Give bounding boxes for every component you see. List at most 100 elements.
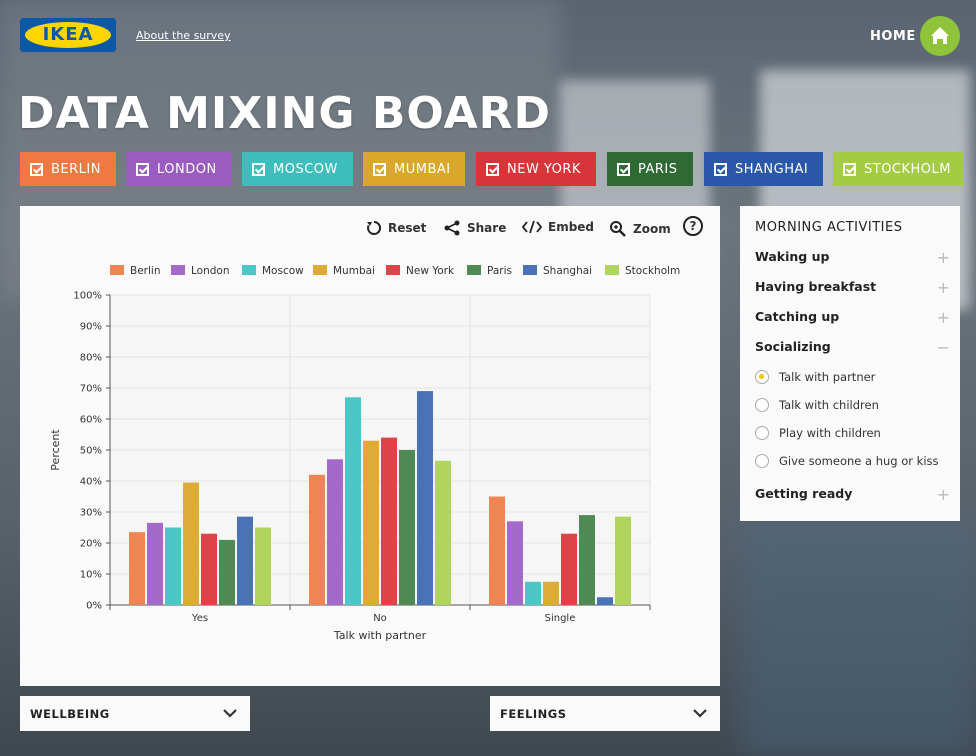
embed-button[interactable]: Embed: [522, 220, 594, 234]
city-label: LONDON: [157, 161, 217, 177]
city-label: MUMBAI: [394, 161, 451, 177]
dropdown-label: WELLBEING: [30, 706, 110, 721]
legend-label: Shanghai: [543, 265, 592, 277]
bar-moscow: [525, 581, 541, 605]
city-label: PARIS: [638, 161, 678, 177]
embed-label: Embed: [548, 220, 595, 234]
city-label: MOSCOW: [273, 161, 338, 177]
city-toggle-stockholm[interactable]: STOCKHOLM: [833, 152, 964, 186]
bar-berlin: [489, 496, 505, 605]
legend-label: Berlin: [130, 265, 160, 277]
radio-selected-icon: [755, 370, 769, 384]
checkbox-checked-icon: [136, 162, 149, 176]
city-toggle-paris[interactable]: PARIS: [607, 152, 693, 186]
y-tick-label: 0%: [86, 601, 102, 612]
sidebar-item-catching-up[interactable]: Catching up +: [755, 308, 950, 327]
chart-panel: 0% 10% 20% 30% 40% 50% 60% 70% 80% 90% 100% Yes No Si…: [20, 206, 720, 686]
checkbox-checked-icon: [843, 162, 856, 176]
legend-swatch: [523, 265, 537, 275]
y-tick-label: 60%: [80, 415, 102, 426]
sidebar-title: MORNING ACTIVITIES: [755, 220, 903, 235]
bar-shanghai: [237, 516, 253, 605]
bar-paris: [219, 539, 235, 605]
wellbeing-dropdown[interactable]: WELLBEING: [20, 696, 250, 731]
city-toggle-berlin[interactable]: BERLIN: [20, 152, 116, 186]
sidebar-item-having-breakfast[interactable]: Having breakfast +: [755, 278, 950, 297]
x-axis-title: Talk with partner: [333, 629, 427, 642]
embed-icon: [522, 220, 542, 234]
y-tick-label: 80%: [80, 353, 102, 364]
home-icon: [931, 27, 949, 44]
radio-icon: [755, 454, 769, 468]
checkbox-checked-icon: [30, 162, 43, 176]
y-tick-label: 10%: [80, 570, 102, 581]
legend-label: Stockholm: [625, 265, 680, 277]
sidebar-item-socializing[interactable]: Socializing −: [755, 338, 950, 357]
activities-sidebar: MORNING ACTIVITIES Waking up + Having br…: [740, 206, 960, 521]
dropdown-label: FEELINGS: [500, 706, 567, 721]
legend-swatch: [171, 265, 185, 275]
sidebar-item-getting-ready[interactable]: Getting ready +: [755, 485, 950, 504]
option-talk-with-partner[interactable]: Talk with partner: [755, 370, 875, 384]
city-toggle-london[interactable]: LONDON: [126, 152, 232, 186]
sidebar-item-label: Socializing: [755, 339, 831, 354]
sidebar-item-label: Having breakfast: [755, 279, 877, 294]
city-label: SHANGHAI: [735, 161, 809, 177]
logo-text: IKEA: [42, 24, 94, 45]
checkbox-checked-icon: [486, 162, 499, 176]
share-button[interactable]: Share: [443, 220, 506, 236]
x-tick-label: Yes: [191, 613, 208, 624]
ikea-logo[interactable]: IKEA: [20, 18, 116, 52]
bar-mumbai: [183, 482, 199, 605]
city-toggle-mumbai[interactable]: MUMBAI: [363, 152, 465, 186]
legend-swatch: [313, 265, 327, 275]
bar-berlin: [129, 532, 145, 605]
y-tick-label: 30%: [80, 508, 102, 519]
bar-moscow: [345, 397, 361, 605]
bar-paris: [579, 515, 595, 605]
sidebar-item-waking-up[interactable]: Waking up +: [755, 248, 950, 267]
bar-london: [507, 521, 523, 605]
city-label: NEW YORK: [507, 161, 581, 177]
zoom-label: Zoom: [633, 222, 671, 236]
sidebar-item-label: Catching up: [755, 309, 840, 324]
chevron-down-icon: [223, 709, 237, 718]
collapse-icon: −: [936, 338, 950, 357]
help-icon: ?: [683, 216, 703, 236]
bar-stockholm: [255, 527, 271, 605]
about-survey-link[interactable]: About the survey: [136, 29, 231, 42]
bar-shanghai: [597, 597, 613, 605]
legend-label: New York: [406, 265, 455, 277]
page-title: DATA MIXING BOARD: [18, 88, 552, 139]
home-button[interactable]: [920, 16, 960, 56]
option-label: Talk with partner: [779, 370, 876, 384]
legend-label: Paris: [487, 265, 512, 277]
home-label[interactable]: HOME: [870, 29, 916, 44]
city-toggle-moscow[interactable]: MOSCOW: [242, 152, 353, 186]
legend-swatch: [467, 265, 481, 275]
bar-london: [327, 459, 343, 605]
option-talk-with-children[interactable]: Talk with children: [755, 398, 879, 412]
bar-new-york: [561, 533, 577, 605]
sidebar-item-label: Waking up: [755, 249, 830, 264]
help-button[interactable]: ?: [683, 216, 703, 236]
y-tick-label: 20%: [80, 539, 102, 550]
city-toggle-new-york[interactable]: NEW YORK: [476, 152, 596, 186]
option-play-with-children[interactable]: Play with children: [755, 426, 881, 440]
feelings-dropdown[interactable]: FEELINGS: [490, 696, 720, 731]
city-toggle-shanghai[interactable]: SHANGHAI: [704, 152, 823, 186]
checkbox-checked-icon: [373, 162, 386, 176]
reset-button[interactable]: Reset: [366, 220, 426, 236]
option-hug-or-kiss[interactable]: Give someone a hug or kiss: [755, 454, 939, 468]
sidebar-item-label: Getting ready: [755, 486, 853, 501]
bar-stockholm: [435, 460, 451, 605]
legend-swatch: [110, 265, 124, 275]
zoom-button[interactable]: Zoom: [609, 220, 671, 238]
bar-chart: 0% 10% 20% 30% 40% 50% 60% 70% 80% 90% 100% Yes No Si…: [49, 265, 680, 642]
share-label: Share: [467, 221, 507, 235]
radio-icon: [755, 426, 769, 440]
reset-label: Reset: [388, 221, 427, 235]
chevron-down-icon: [693, 709, 707, 718]
y-tick-label: 90%: [80, 322, 102, 333]
legend-label: London: [191, 265, 230, 277]
